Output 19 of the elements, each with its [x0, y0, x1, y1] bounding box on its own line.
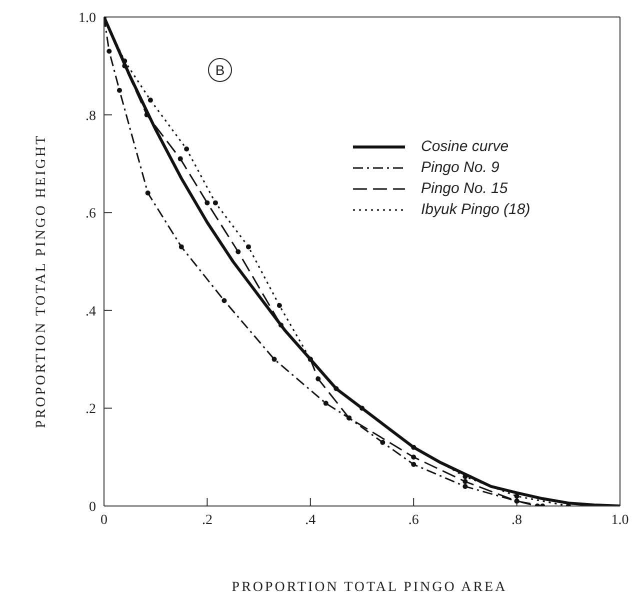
- y-tick-label: 1.0: [78, 10, 96, 26]
- y-tick-label: .8: [86, 108, 96, 124]
- x-tick-label: .6: [408, 512, 419, 528]
- y-axis-title: PROPORTION TOTAL PINGO HEIGHT: [34, 134, 50, 428]
- y-tick-label: .4: [86, 304, 96, 320]
- x-axis-title: PROPORTION TOTAL PINGO AREA: [230, 580, 508, 596]
- y-tick-label: .6: [86, 206, 96, 222]
- x-tick-label: .4: [305, 512, 316, 528]
- legend-label: Ibyuk Pingo (18): [421, 201, 530, 218]
- y-tick-label: .2: [86, 402, 96, 418]
- legend-label: Cosine curve: [421, 138, 509, 155]
- y-tick-label: 0: [89, 500, 96, 515]
- x-tick-label: .8: [512, 512, 522, 528]
- x-tick-label: 0: [100, 512, 108, 528]
- annotation: B: [215, 62, 225, 78]
- legend-label: Pingo No. 9: [421, 159, 500, 176]
- x-tick-label: 1.0: [611, 512, 629, 528]
- legend-label: Pingo No. 15: [421, 180, 508, 197]
- x-tick-label: .2: [202, 512, 212, 528]
